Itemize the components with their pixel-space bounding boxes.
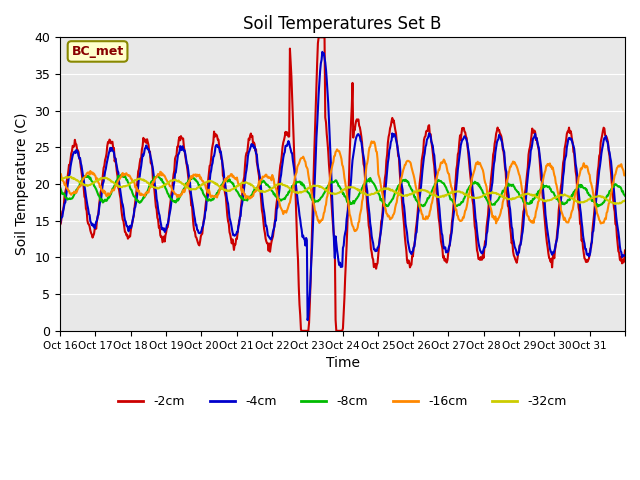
Line: -4cm: -4cm: [60, 52, 625, 320]
-2cm: [276, 169, 284, 175]
Text: BC_met: BC_met: [72, 45, 124, 58]
-8cm: [56, 184, 64, 190]
-8cm: [402, 177, 410, 182]
-4cm: [304, 317, 312, 323]
-32cm: [276, 181, 284, 187]
-8cm: [255, 181, 263, 187]
-2cm: [403, 247, 410, 253]
-8cm: [621, 193, 629, 199]
-8cm: [117, 172, 125, 178]
Line: -2cm: -2cm: [60, 37, 625, 331]
-16cm: [123, 170, 131, 176]
Title: Soil Temperatures Set B: Soil Temperatures Set B: [243, 15, 442, 33]
-2cm: [434, 207, 442, 213]
-4cm: [434, 192, 442, 198]
Line: -32cm: -32cm: [60, 177, 625, 204]
-32cm: [255, 188, 263, 194]
-32cm: [124, 182, 131, 188]
-2cm: [298, 328, 305, 334]
-2cm: [255, 168, 262, 174]
Line: -8cm: -8cm: [60, 175, 625, 207]
-32cm: [227, 187, 235, 192]
-8cm: [227, 179, 235, 185]
-2cm: [621, 248, 629, 253]
-16cm: [403, 159, 410, 165]
-2cm: [56, 222, 64, 228]
-4cm: [227, 218, 234, 224]
Legend: -2cm, -4cm, -8cm, -16cm, -32cm: -2cm, -4cm, -8cm, -16cm, -32cm: [113, 390, 572, 413]
-16cm: [276, 201, 284, 207]
-4cm: [403, 226, 410, 231]
-4cm: [56, 221, 64, 227]
-32cm: [402, 192, 410, 198]
-16cm: [227, 173, 234, 179]
-4cm: [123, 223, 131, 228]
-8cm: [416, 204, 424, 210]
-32cm: [621, 198, 629, 204]
-2cm: [227, 232, 234, 238]
-4cm: [276, 185, 284, 191]
-8cm: [434, 178, 442, 184]
-16cm: [621, 172, 629, 178]
-32cm: [67, 174, 75, 180]
-32cm: [56, 178, 64, 183]
-16cm: [351, 228, 358, 234]
-2cm: [315, 35, 323, 40]
-16cm: [434, 170, 442, 176]
-16cm: [368, 138, 376, 144]
-4cm: [621, 252, 629, 258]
-2cm: [123, 232, 131, 238]
-8cm: [124, 177, 131, 183]
Line: -16cm: -16cm: [60, 141, 625, 231]
-8cm: [276, 197, 284, 203]
-4cm: [319, 49, 326, 55]
-32cm: [612, 201, 620, 207]
Y-axis label: Soil Temperature (C): Soil Temperature (C): [15, 113, 29, 255]
-4cm: [255, 166, 262, 171]
-16cm: [56, 171, 64, 177]
-32cm: [433, 193, 441, 199]
X-axis label: Time: Time: [326, 356, 360, 370]
-16cm: [255, 183, 262, 189]
